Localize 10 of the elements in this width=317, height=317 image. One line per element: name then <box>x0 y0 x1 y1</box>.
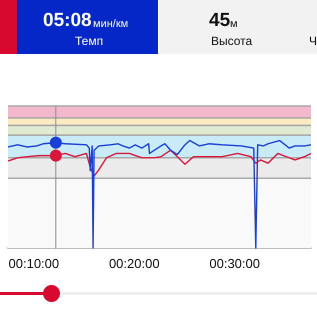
text: 05:08 <box>43 10 92 33</box>
text: Высота <box>211 34 252 48</box>
x-tick-label: 00:10:00 <box>8 256 60 271</box>
x-tick-label: 00:30:00 <box>209 256 260 271</box>
text: м <box>230 18 238 32</box>
text: Ч <box>309 34 317 48</box>
text: мин/км <box>93 18 128 32</box>
text: 45 <box>209 10 230 33</box>
text: Темп <box>75 34 104 48</box>
x-tick-label: 00:20:00 <box>108 256 160 271</box>
